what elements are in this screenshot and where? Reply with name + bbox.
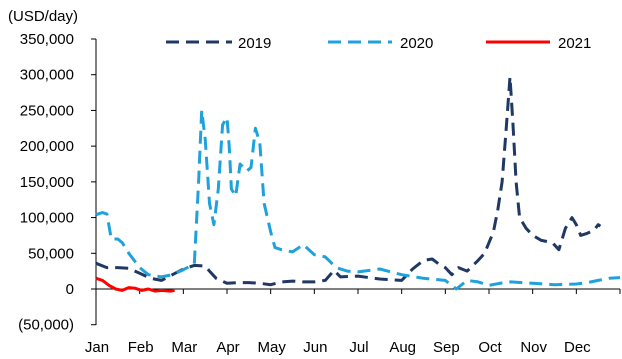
x-tick-label: Nov — [520, 339, 547, 356]
x-tick-label: Feb — [128, 339, 154, 356]
series-line-2019 — [95, 75, 602, 287]
x-tick-label: Aug — [389, 339, 416, 356]
series-line-2021 — [95, 276, 175, 293]
x-tick-label: Sep — [433, 339, 460, 356]
y-tick-label: 250,000 — [20, 102, 74, 119]
x-tick-label: Jul — [349, 339, 368, 356]
y-tick-label: 50,000 — [28, 245, 74, 262]
x-tick-label: Jun — [303, 339, 327, 356]
y-tick-label: 300,000 — [20, 67, 74, 84]
y-tick-label: 200,000 — [20, 138, 74, 155]
y-tick-label: 100,000 — [20, 210, 74, 227]
legend-label-2020: 2020 — [400, 35, 433, 52]
y-tick-label: 0 — [66, 281, 74, 298]
x-tick-label: Mar — [171, 339, 197, 356]
legend: 2019 2020 2021 — [166, 35, 591, 52]
y-axis-unit-label: (USD/day) — [8, 8, 78, 25]
x-tick-label: Jan — [85, 339, 109, 356]
y-tick-label: 150,000 — [20, 174, 74, 191]
x-tick-label: May — [257, 339, 286, 356]
series-lines — [95, 75, 621, 293]
x-tick-label: Oct — [478, 339, 502, 356]
x-tick-label: Apr — [216, 339, 239, 356]
y-tick-label: 350,000 — [20, 31, 74, 48]
y-tick-label: (50,000) — [18, 317, 74, 334]
axes: 350,000 300,000 250,000 200,000 150,000 100,0… — [18, 31, 621, 356]
legend-label-2019: 2019 — [238, 35, 271, 52]
series-line-2020 — [95, 108, 621, 291]
x-tick-label: Dec — [564, 339, 591, 356]
legend-label-2021: 2021 — [558, 35, 591, 52]
